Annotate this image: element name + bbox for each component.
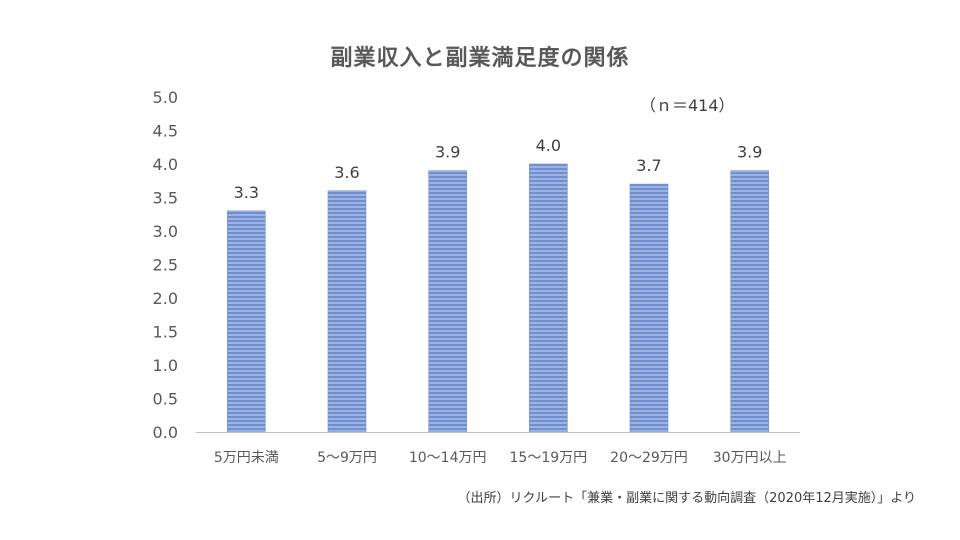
bar bbox=[629, 183, 669, 433]
bar-value-label: 4.0 bbox=[536, 136, 561, 155]
y-tick-label: 2.0 bbox=[153, 289, 178, 308]
source-note: （出所）リクルート「兼業・副業に関する動向調査（2020年12月実施）」より bbox=[457, 491, 916, 506]
x-tick-label: 5～9万円 bbox=[317, 450, 377, 466]
bar bbox=[529, 163, 568, 433]
bar bbox=[227, 210, 266, 433]
y-tick-label: 1.5 bbox=[153, 323, 178, 342]
x-axis: 5万円未満 5～9万円 10～14万円 15～19万円 20～29万円 30万円以上 bbox=[214, 450, 787, 466]
y-tick-label: 3.0 bbox=[153, 222, 178, 241]
y-tick-label: 5.0 bbox=[153, 88, 178, 107]
y-tick-label: 2.5 bbox=[153, 256, 178, 275]
y-tick-label: 1.0 bbox=[153, 356, 178, 375]
bar-value-label: 3.3 bbox=[234, 183, 259, 202]
x-tick-label: 30万円以上 bbox=[713, 450, 787, 466]
y-axis: 0.0 0.5 1.0 1.5 2.0 2.5 3.0 3.5 4.0 4.5 5.0 bbox=[153, 88, 178, 442]
chart-title: 副業収入と副業満足度の関係 bbox=[330, 46, 630, 71]
y-tick-label: 3.5 bbox=[153, 189, 178, 208]
x-tick-label: 10～14万円 bbox=[409, 450, 487, 466]
bar-value-label: 3.6 bbox=[334, 163, 359, 182]
y-tick-label: 0.0 bbox=[153, 423, 178, 442]
x-tick-label: 5万円未満 bbox=[214, 450, 279, 466]
x-tick-label: 20～29万円 bbox=[610, 450, 688, 466]
bar bbox=[730, 170, 769, 433]
y-tick-label: 0.5 bbox=[153, 390, 178, 409]
sample-size-note: （ｎ＝414） bbox=[640, 96, 735, 115]
y-tick-label: 4.5 bbox=[153, 122, 178, 141]
bar-value-label: 3.9 bbox=[737, 143, 762, 162]
bar bbox=[428, 170, 467, 433]
x-tick-label: 15～19万円 bbox=[510, 450, 588, 466]
bar bbox=[327, 190, 367, 433]
bar-value-label: 3.9 bbox=[435, 143, 460, 162]
bar-series bbox=[227, 163, 769, 433]
bar-value-label: 3.7 bbox=[636, 156, 661, 175]
y-tick-label: 4.0 bbox=[153, 155, 178, 174]
data-labels: 3.3 3.6 3.9 4.0 3.7 3.9 bbox=[234, 136, 763, 202]
